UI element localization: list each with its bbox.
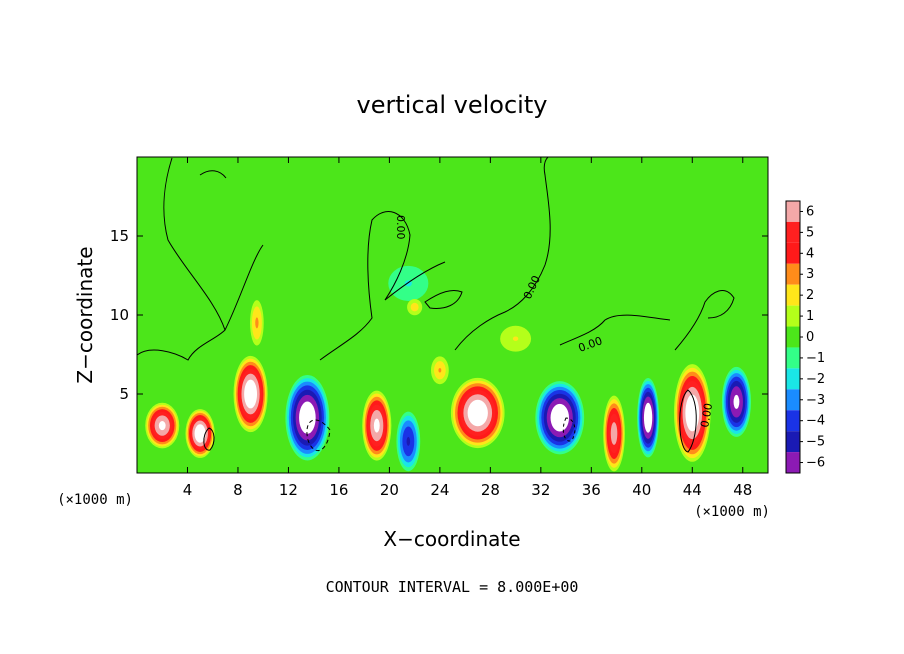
downdraft-cell [721, 366, 752, 437]
colorbar-label: 0 [806, 330, 814, 345]
x-tick-label: 12 [279, 481, 298, 499]
x-tick-label: 24 [430, 481, 449, 499]
updraft-cell [673, 364, 711, 462]
colorbar-swatch [786, 242, 800, 264]
downdraft-cell [388, 265, 429, 301]
contour-label: 0.00 [394, 215, 407, 240]
colorbar-label: 5 [806, 225, 814, 240]
colorbar-label: 2 [806, 288, 814, 303]
updraft-cell [603, 395, 625, 472]
colorbar-label: −3 [806, 393, 825, 408]
velocity-band [373, 418, 380, 433]
colorbar: 6 5 4 3 2 1 0 −1 −2 −3 −4 −5 −6 [785, 200, 825, 474]
x-tick-label: 4 [183, 481, 193, 499]
updraft-cell [500, 325, 532, 352]
velocity-band [438, 368, 442, 373]
y-tick-label: 15 [110, 227, 129, 245]
velocity-band [733, 394, 740, 409]
colorbar-swatch [786, 368, 800, 390]
colorbar-label: −4 [806, 414, 825, 429]
zero-contours [137, 157, 735, 453]
colorbar-swatch [786, 410, 800, 432]
x-tick-label: 36 [582, 481, 601, 499]
velocity-band [646, 411, 650, 424]
colorbar-label: 4 [806, 246, 814, 261]
updraft-cell [250, 300, 264, 346]
x-tick-label: 8 [233, 481, 243, 499]
updraft-cell [430, 356, 449, 385]
colorbar-swatch [786, 431, 800, 453]
colorbar-label: −5 [806, 435, 825, 450]
colorbar-swatch [786, 389, 800, 411]
colorbar-swatch [786, 452, 800, 473]
x-tick-label: 40 [632, 481, 651, 499]
colorbar-label: 3 [806, 267, 814, 282]
updraft-cell [145, 402, 180, 449]
x-tick-label: 44 [683, 481, 702, 499]
velocity-field [145, 265, 752, 472]
downdraft-cell [637, 378, 660, 458]
contour-interval-footer: CONTOUR INTERVAL = 8.000E+00 [326, 578, 579, 596]
updraft-cell [407, 298, 423, 316]
x-tick-label: 32 [531, 481, 550, 499]
colorbar-label: −6 [806, 456, 825, 471]
x-unit-left: (×1000 m) [57, 492, 133, 508]
updraft-cell [233, 355, 268, 433]
downdraft-cell [285, 374, 330, 461]
x-tick-label: 48 [733, 481, 752, 499]
velocity-band [610, 422, 618, 445]
updraft-cell [185, 409, 215, 458]
colorbar-label: 1 [806, 309, 814, 324]
velocity-band [512, 336, 519, 341]
colorbar-swatch [786, 201, 800, 222]
downdraft-cell [535, 381, 585, 455]
velocity-band [248, 388, 254, 400]
x-axis: 4 8 12 16 20 24 28 32 36 40 44 48 [183, 157, 752, 499]
velocity-band [556, 412, 564, 424]
updraft-cell [450, 377, 505, 449]
x-tick-label: 28 [481, 481, 500, 499]
colorbar-swatch [786, 284, 800, 306]
velocity-band [406, 436, 411, 446]
updraft-cell [362, 390, 392, 461]
velocity-band [197, 429, 203, 438]
velocity-band [304, 411, 311, 424]
colorbar-swatch [786, 326, 800, 348]
colorbar-swatch [786, 305, 800, 327]
plot-area: 0.00 0.00 0.00 0.00 [136, 156, 769, 474]
y-axis: 5 10 15 [110, 227, 768, 403]
velocity-band [410, 302, 419, 312]
contour-label: 0.00 [698, 402, 715, 428]
colorbar-label: −2 [806, 372, 825, 387]
colorbar-swatch [786, 263, 800, 285]
y-axis-label: Z−coordinate [73, 246, 97, 383]
velocity-band [255, 317, 259, 329]
downdraft-cell [396, 411, 421, 472]
colorbar-label: −1 [806, 351, 825, 366]
velocity-band [473, 407, 482, 419]
y-tick-label: 10 [110, 306, 129, 324]
y-tick-label: 5 [119, 385, 129, 403]
x-unit-right: (×1000 m) [694, 504, 770, 520]
colorbar-swatch [786, 221, 800, 243]
velocity-band [689, 405, 695, 421]
x-tick-label: 16 [329, 481, 348, 499]
x-axis-label: X−coordinate [383, 527, 520, 551]
velocity-band [158, 421, 166, 431]
chart-title: vertical velocity [357, 91, 548, 119]
colorbar-swatch [786, 347, 800, 369]
x-tick-label: 20 [380, 481, 399, 499]
colorbar-label: 6 [806, 204, 814, 219]
